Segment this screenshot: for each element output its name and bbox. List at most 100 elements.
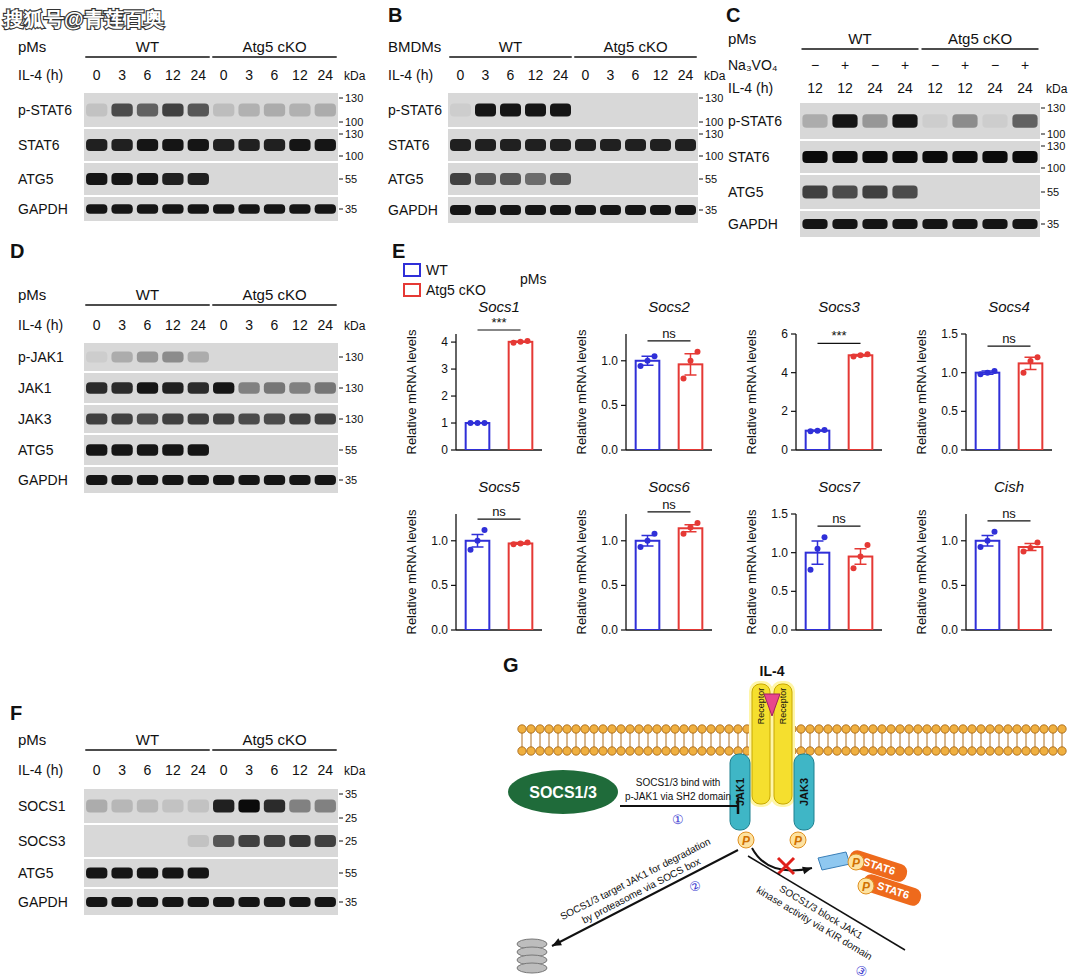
band xyxy=(188,800,209,813)
y-tick xyxy=(961,629,966,630)
band xyxy=(111,204,132,213)
cell-type: pMs xyxy=(18,38,46,55)
band xyxy=(188,104,209,117)
lipid-head xyxy=(941,747,949,755)
band xyxy=(625,173,646,185)
group-label: WT xyxy=(499,38,522,55)
band xyxy=(86,414,107,425)
chart-title: Socs6 xyxy=(648,478,690,495)
lipid-tail xyxy=(558,732,559,748)
band xyxy=(550,173,571,185)
y-tick xyxy=(621,540,626,541)
data-point xyxy=(992,368,998,374)
blot-strip xyxy=(84,343,338,371)
y-tick xyxy=(451,368,456,369)
marks xyxy=(976,529,1043,630)
phospho-site xyxy=(848,854,864,870)
band xyxy=(238,204,259,213)
lane-label: 12 xyxy=(957,80,973,96)
data-point xyxy=(468,420,474,426)
marker-tick xyxy=(339,419,343,420)
data-point xyxy=(645,538,651,544)
y-axis xyxy=(795,334,796,450)
lipid-head xyxy=(599,747,607,755)
band xyxy=(315,352,336,363)
lipid-head xyxy=(671,725,679,733)
marker-tick xyxy=(1041,134,1045,135)
band xyxy=(86,382,107,394)
band xyxy=(238,444,259,456)
data-point xyxy=(978,544,984,550)
group-line xyxy=(922,48,1039,50)
band xyxy=(213,173,234,185)
band xyxy=(213,835,234,847)
y-tick xyxy=(621,585,626,586)
band xyxy=(315,173,336,185)
group-label: WT xyxy=(136,286,159,303)
lipid-head xyxy=(932,747,940,755)
band xyxy=(137,800,158,813)
lipid-head xyxy=(923,725,931,733)
unit-label: kDa xyxy=(344,69,366,83)
lipid-head xyxy=(599,725,607,733)
lipid-head xyxy=(986,725,994,733)
band xyxy=(315,897,336,907)
y-tick xyxy=(791,411,796,412)
lane-label: 24 xyxy=(1017,80,1033,96)
lipid-head xyxy=(1049,725,1057,733)
lane-label: 12 xyxy=(292,317,308,333)
lipid-head xyxy=(869,725,877,733)
data-point xyxy=(822,534,828,540)
lipid-tail xyxy=(738,732,739,748)
bar-chart: Socs4Relative mRNA levels0.00.51.01.5ns xyxy=(914,298,1052,457)
step-number: ③ xyxy=(852,961,870,978)
lane-label: 0 xyxy=(93,317,101,333)
band xyxy=(550,205,571,215)
lipid-tail xyxy=(1044,732,1045,748)
y-tick xyxy=(621,405,626,406)
error-bar xyxy=(1025,543,1037,550)
band xyxy=(575,104,596,117)
lipid-head xyxy=(581,725,589,733)
lipid-head xyxy=(572,747,580,755)
kinase xyxy=(730,754,750,830)
band xyxy=(600,173,621,185)
lane-label: 0 xyxy=(93,762,101,778)
lipid-tail xyxy=(612,732,613,748)
group-label: Atg5 cKO xyxy=(948,30,1012,47)
marker-tick xyxy=(1041,146,1045,147)
blot-strip xyxy=(448,163,698,195)
protein-label: JAK3 xyxy=(18,411,52,427)
band xyxy=(289,868,310,879)
data-point xyxy=(468,547,474,553)
band xyxy=(289,897,310,907)
band xyxy=(111,104,132,117)
lane-label: 24 xyxy=(867,80,883,96)
data-point xyxy=(695,349,701,355)
lipid-tail xyxy=(621,732,622,748)
lipid-head xyxy=(698,725,706,733)
band xyxy=(162,868,183,879)
marks xyxy=(466,338,533,450)
y-tick xyxy=(961,585,966,586)
blot-panel: DpMsWTAtg5 cKOIL-4 (h)03612240361224kDap… xyxy=(10,240,366,493)
marks xyxy=(466,527,533,630)
legend-swatch xyxy=(404,264,420,276)
blot-strip xyxy=(84,93,338,127)
band xyxy=(238,835,259,847)
band xyxy=(802,186,827,199)
kinase-label: JAK1 xyxy=(734,778,746,806)
band xyxy=(450,139,471,151)
lipid-head xyxy=(716,725,724,733)
lipid-head xyxy=(977,725,985,733)
lipid-tail xyxy=(1026,732,1027,748)
band xyxy=(675,205,696,215)
band xyxy=(475,205,496,215)
lane-label: 0 xyxy=(220,67,228,83)
lipid-tail xyxy=(720,732,721,748)
band xyxy=(315,800,336,813)
band xyxy=(213,800,234,813)
band xyxy=(162,139,183,151)
y-tick-label: 4 xyxy=(441,335,448,349)
protein-label: GAPDH xyxy=(18,472,68,488)
